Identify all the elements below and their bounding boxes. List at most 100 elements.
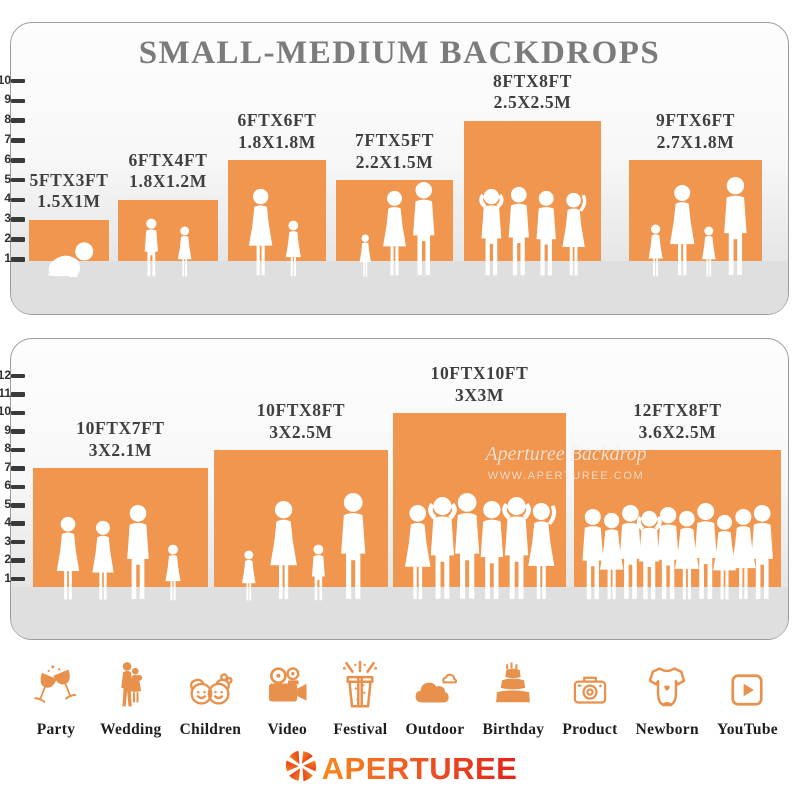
axis-tick-mark [11,521,25,526]
category-label: YouTube [716,721,778,738]
axis-tick-mark [11,118,25,123]
axis-tick-mark [11,217,25,222]
youtube-icon [723,658,771,714]
axis-tick-label: 1 [4,250,11,265]
axis-tick-label: 11 [0,386,11,400]
video-icon [259,658,315,714]
size-label-m: 2.7X1.8M [656,131,735,152]
axis-tick-mark [11,503,25,508]
axis-tick-mark [11,78,25,84]
size-label: 6FTX6FT 1.8X1.8M [167,110,387,153]
size-label-m: 3X2.5M [269,421,333,442]
axis-tick-label: 7 [4,459,11,474]
category-outdoor: Outdoor [405,658,464,739]
axis-tick-mark [11,257,25,262]
product-icon [563,658,617,714]
category-party: Party [30,658,82,739]
festival-icon [333,658,387,714]
axis-tick-label: 10 [0,404,11,419]
axis-tick-label: 7 [4,131,11,146]
category-label: Video [267,721,308,738]
size-label-m: 3.6X2.5M [638,421,717,442]
floor-strip [11,587,788,639]
small-medium-chart-panel: SMALL-MEDIUM BACKDROPS 1 2 3 4 5 6 7 8 9 10 5FTX3F… [0,22,789,315]
newborn-icon [641,658,693,714]
axis-tick-mark [11,98,25,104]
size-label: 5FTX3FT 1.5X1M [0,170,179,213]
size-label-ft: 8FTX8FT [492,70,573,91]
axis-tick-mark [11,392,25,397]
backdrop-size-bar [336,180,453,261]
category-label: Party [36,721,76,738]
axis-tick-mark [11,576,25,582]
backdrop-size-bar [574,449,781,587]
category-newborn: Newborn [636,658,699,739]
axis-tick-label: 9 [4,92,11,107]
axis-tick-label: 8 [4,112,11,127]
category-label: Birthday [482,721,545,738]
axis-tick-mark [11,138,25,143]
size-label-m: 2.5X2.5M [493,92,572,113]
axis-tick-label: 6 [4,478,11,493]
backdrop-size-bar [629,160,762,261]
size-label-ft: 5FTX3FT [29,169,109,190]
axis-tick-label: 3 [4,533,11,548]
axis-tick-mark [11,237,25,242]
backdrop-size-bar [393,412,566,587]
axis-tick-label: 9 [4,422,11,437]
size-label: 12FTX8FT 3.6X2.5M [568,400,788,443]
axis-tick-label: 4 [4,191,11,206]
axis-tick-label: 6 [4,151,11,166]
size-label: 10FTX10FT 3X3M [370,363,590,406]
size-label-m: 1.8X1.8M [238,131,316,152]
size-label: 10FTX7FT 3X2.1M [11,418,231,461]
axis-tick-mark [11,539,25,545]
axis-tick-mark [11,373,25,379]
floor-strip [11,261,788,314]
category-video: Video [259,658,315,739]
size-label-ft: 10FTX8FT [256,399,346,420]
outdoor-icon [406,658,464,714]
axis-tick-label: 10 [0,72,11,87]
axis-tick-mark [11,197,25,203]
category-wedding: Wedding [100,658,162,739]
category-youtube: YouTube [717,658,778,739]
page-title: SMALL-MEDIUM BACKDROPS [138,35,661,71]
category-product: Product [562,658,617,739]
axis-tick-mark [11,558,25,563]
size-label-ft: 10FTX7FT [76,418,165,439]
size-label-m: 1.5X1M [37,191,101,212]
size-label-m: 1.8X1.2M [129,171,207,192]
category-label: Newborn [635,721,699,738]
size-label-m: 3X2.1M [88,439,153,460]
axis-tick-mark [11,466,25,471]
brand-logo: APERTUREE [0,748,800,789]
size-label-m: 2.2X1.5M [355,151,434,172]
children-icon [182,658,238,714]
axis-tick-mark [11,158,25,163]
axis-tick-label: 1 [4,570,11,585]
category-birthday: Birthday [482,658,544,739]
backdrop-size-bar [118,199,218,261]
axis-tick-mark [11,177,25,183]
size-label-ft: 10FTX10FT [430,362,529,383]
brand-name: APERTUREE [321,750,518,786]
size-label: 7FTX5FT 2.2X1.5M [285,130,505,173]
size-label-ft: 12FTX8FT [633,399,722,420]
size-label: 8FTX8FT 2.5X2.5M [423,71,643,114]
axis-tick-label: 2 [4,552,11,567]
axis-tick-mark [11,410,25,416]
axis-tick-label: 5 [4,171,11,186]
size-label-ft: 9FTX6FT [655,110,736,131]
backdrop-size-bar [228,160,326,261]
size-label-ft: 7FTX5FT [354,130,435,150]
axis-tick-label: 4 [4,515,11,530]
backdrop-size-bar [29,219,109,261]
axis-tick-label: 3 [4,211,11,226]
party-icon [30,658,82,714]
axis-tick-mark [11,447,25,453]
size-label: 10FTX8FT 3X2.5M [191,400,411,443]
size-label-ft: 6FTX4FT [128,149,208,170]
birthday-icon [486,658,540,714]
